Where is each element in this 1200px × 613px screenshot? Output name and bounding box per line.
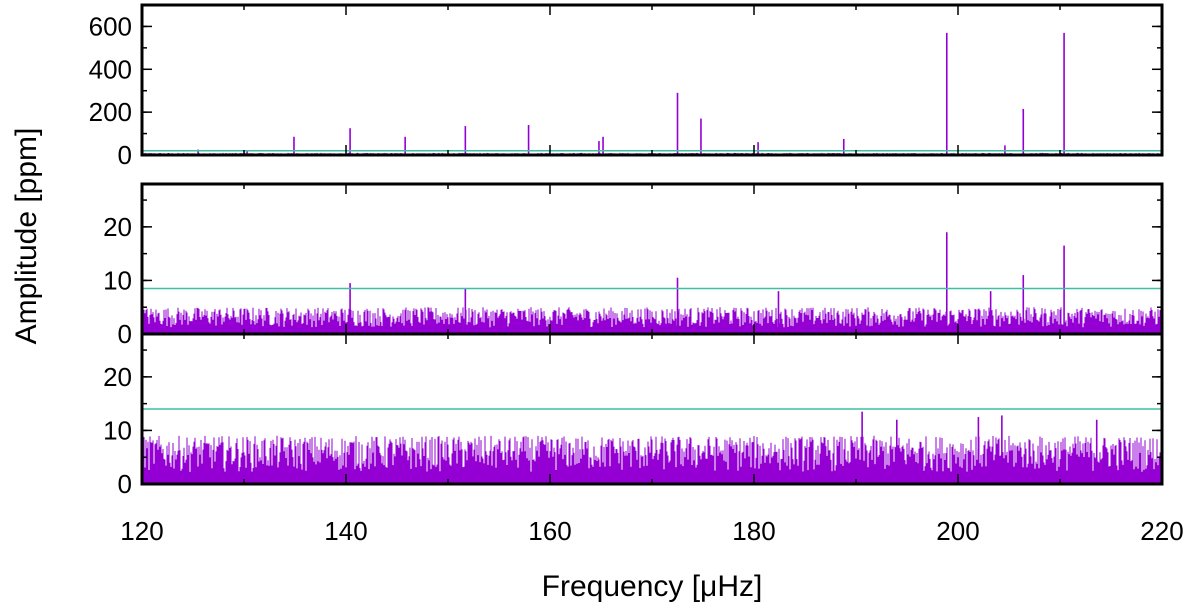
panel-middle: 0 10 20 <box>103 182 1164 349</box>
noise-spectrum-bottom <box>141 435 1163 484</box>
x-tick-label-2: 160 <box>528 516 571 546</box>
panel-bottom: 0 10 20 <box>103 332 1164 499</box>
y-tick-label-bottom-1: 10 <box>103 415 132 445</box>
y-tick-label-top-2: 400 <box>89 54 132 84</box>
panel-top: 0 200 400 600 <box>89 3 1164 170</box>
y-tick-label-middle-1: 10 <box>103 265 132 295</box>
y-tick-label-bottom-2: 20 <box>103 362 132 392</box>
y-tick-label-middle-0: 0 <box>118 319 132 349</box>
x-tick-label-4: 200 <box>936 516 979 546</box>
y-tick-label-top-1: 200 <box>89 97 132 127</box>
y-tick-label-top-3: 600 <box>89 11 132 41</box>
y-tick-label-top-0: 0 <box>118 140 132 170</box>
y-axis-label: Amplitude [ppm] <box>10 128 43 345</box>
panel-frame-middle <box>140 182 1164 336</box>
x-tick-label-5: 220 <box>1140 516 1183 546</box>
x-axis-label: Frequency [μHz] <box>542 570 763 603</box>
x-tick-label-3: 180 <box>732 516 775 546</box>
y-tick-label-middle-2: 20 <box>103 212 132 242</box>
x-tick-label-0: 120 <box>120 516 163 546</box>
x-tick-labels: 120 140 160 180 200 220 <box>120 516 1183 546</box>
x-tick-label-1: 140 <box>324 516 367 546</box>
panel-frame-top <box>140 3 1164 157</box>
y-tick-label-bottom-0: 0 <box>118 469 132 499</box>
